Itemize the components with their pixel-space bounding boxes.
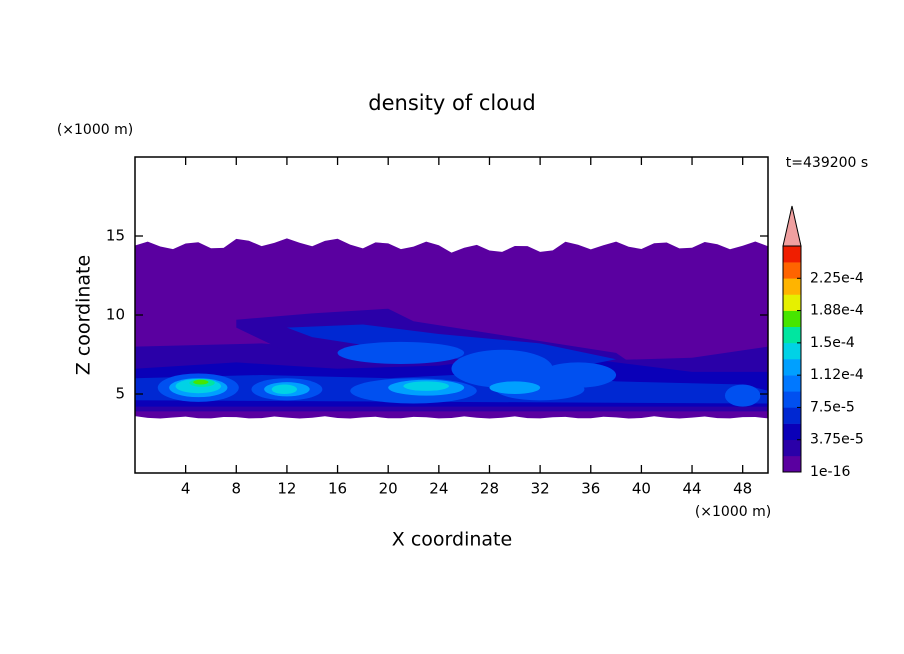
colorbar-band <box>783 455 801 473</box>
y-unit: (×1000 m) <box>57 122 133 138</box>
contour-region <box>451 349 553 388</box>
colorbar-tick-label: 1.5e-4 <box>810 335 855 351</box>
contour-region <box>489 381 541 394</box>
x-tick-label: 24 <box>429 480 448 498</box>
x-tick-label: 44 <box>682 480 701 498</box>
colorbar-band <box>783 278 801 295</box>
colorbar-tick-label: 2.25e-4 <box>810 270 864 286</box>
x-tick-label: 40 <box>632 480 651 498</box>
contour-region <box>193 379 209 385</box>
colorbar-tick-label: 1.12e-4 <box>810 367 864 383</box>
time-label: t=439200 s <box>786 155 868 171</box>
colorbar-band <box>783 262 801 279</box>
x-tick-label: 32 <box>531 480 550 498</box>
colorbar-band <box>783 326 801 344</box>
colorbar-band <box>783 423 801 441</box>
x-tick-label: 16 <box>328 480 347 498</box>
colorbar-band <box>783 439 801 457</box>
x-tick-label: 48 <box>733 480 752 498</box>
contour-field <box>135 238 768 419</box>
x-tick-label: 28 <box>480 480 499 498</box>
x-tick-label: 8 <box>232 480 242 498</box>
y-axis-label: Z coordinate <box>73 255 95 375</box>
colorbar-extension <box>782 205 802 247</box>
colorbar-frame <box>782 245 802 473</box>
colorbar-band <box>783 342 801 360</box>
colorbar-band <box>783 246 801 263</box>
contour-region <box>724 384 761 407</box>
colorbar-tick-label: 3.75e-5 <box>810 432 864 448</box>
y-tick-label: 10 <box>106 306 125 324</box>
colorbar-band <box>783 310 801 328</box>
x-unit: (×1000 m) <box>695 504 771 520</box>
x-axis-label: X coordinate <box>392 529 512 551</box>
colorbar-band <box>783 375 801 392</box>
contour-region <box>271 384 298 395</box>
colorbar-tick-label: 7.5e-5 <box>810 399 855 415</box>
contour-region <box>403 381 449 391</box>
colorbar-band <box>783 391 801 408</box>
y-tick-label: 5 <box>115 385 125 403</box>
x-tick-label: 4 <box>181 480 191 498</box>
chart-title: density of cloud <box>368 91 535 115</box>
x-tick-label: 36 <box>581 480 600 498</box>
x-tick-label: 12 <box>277 480 296 498</box>
colorbar-band <box>783 294 801 311</box>
colorbar-band <box>783 359 801 376</box>
colorbar-tick-label: 1e-16 <box>810 464 850 480</box>
x-tick-label: 20 <box>379 480 398 498</box>
y-tick-label: 15 <box>106 227 125 245</box>
contour-region <box>337 341 465 364</box>
colorbar-band <box>783 407 801 424</box>
colorbar-tick-label: 1.88e-4 <box>810 303 864 319</box>
